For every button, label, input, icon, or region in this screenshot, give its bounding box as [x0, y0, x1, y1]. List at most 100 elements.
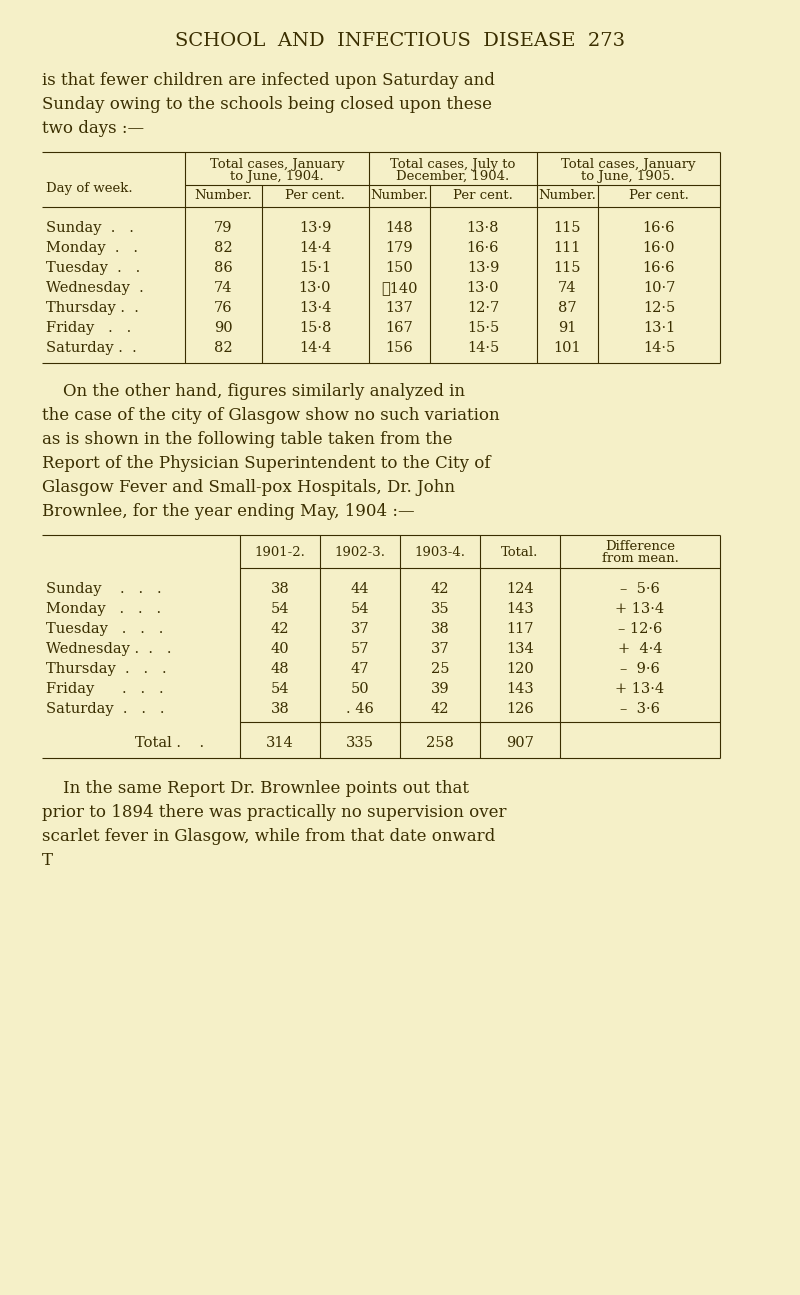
Text: Difference: Difference: [605, 540, 675, 553]
Text: 258: 258: [426, 736, 454, 750]
Text: 74: 74: [558, 281, 576, 295]
Text: 15·1: 15·1: [299, 262, 331, 275]
Text: SCHOOL  AND  INFECTIOUS  DISEASE  273: SCHOOL AND INFECTIOUS DISEASE 273: [175, 32, 625, 51]
Text: Thursday .  .: Thursday . .: [46, 300, 139, 315]
Text: Tuesday   .   .   .: Tuesday . . .: [46, 622, 163, 636]
Text: to June, 1905.: to June, 1905.: [581, 170, 675, 183]
Text: 137: 137: [385, 300, 413, 315]
Text: 16·6: 16·6: [642, 221, 675, 234]
Text: 14·5: 14·5: [467, 341, 499, 355]
Text: to June, 1904.: to June, 1904.: [230, 170, 324, 183]
Text: Number.: Number.: [370, 189, 428, 202]
Text: 14·5: 14·5: [643, 341, 675, 355]
Text: Total cases, July to: Total cases, July to: [390, 158, 516, 171]
Text: 10·7: 10·7: [643, 281, 675, 295]
Text: 57: 57: [350, 642, 370, 657]
Text: 42: 42: [430, 702, 450, 716]
Text: 13·4: 13·4: [299, 300, 331, 315]
Text: Total.: Total.: [502, 546, 538, 559]
Text: Report of the Physician Superintendent to the City of: Report of the Physician Superintendent t…: [42, 455, 490, 471]
Text: 13·9: 13·9: [299, 221, 331, 234]
Text: Glasgow Fever and Small-pox Hospitals, Dr. John: Glasgow Fever and Small-pox Hospitals, D…: [42, 479, 455, 496]
Text: –  5·6: – 5·6: [620, 581, 660, 596]
Text: 126: 126: [506, 702, 534, 716]
Text: ᅀ140: ᅀ140: [381, 281, 418, 295]
Text: 12·7: 12·7: [467, 300, 499, 315]
Text: 37: 37: [350, 622, 370, 636]
Text: 74: 74: [214, 281, 232, 295]
Text: Wednesday  .: Wednesday .: [46, 281, 144, 295]
Text: Number.: Number.: [538, 189, 596, 202]
Text: 13·1: 13·1: [643, 321, 675, 335]
Text: is that fewer children are infected upon Saturday and: is that fewer children are infected upon…: [42, 73, 495, 89]
Text: 13·9: 13·9: [467, 262, 499, 275]
Text: 124: 124: [506, 581, 534, 596]
Text: 82: 82: [214, 241, 232, 255]
Text: 314: 314: [266, 736, 294, 750]
Text: Per cent.: Per cent.: [453, 189, 513, 202]
Text: 13·0: 13·0: [298, 281, 331, 295]
Text: Total .    .: Total . .: [135, 736, 205, 750]
Text: Sunday  .   .: Sunday . .: [46, 221, 134, 234]
Text: 1903-4.: 1903-4.: [414, 546, 466, 559]
Text: prior to 1894 there was practically no supervision over: prior to 1894 there was practically no s…: [42, 804, 506, 821]
Text: 54: 54: [270, 682, 290, 695]
Text: 79: 79: [214, 221, 232, 234]
Text: + 13·4: + 13·4: [615, 682, 665, 695]
Text: Sunday    .   .   .: Sunday . . .: [46, 581, 162, 596]
Text: Friday      .   .   .: Friday . . .: [46, 682, 164, 695]
Text: Sunday owing to the schools being closed upon these: Sunday owing to the schools being closed…: [42, 96, 492, 113]
Text: On the other hand, figures similarly analyzed in: On the other hand, figures similarly ana…: [42, 383, 465, 400]
Text: 82: 82: [214, 341, 232, 355]
Text: 143: 143: [506, 602, 534, 616]
Text: Tuesday  .   .: Tuesday . .: [46, 262, 140, 275]
Text: Thursday  .   .   .: Thursday . . .: [46, 662, 166, 676]
Text: 13·0: 13·0: [466, 281, 499, 295]
Text: 42: 42: [270, 622, 290, 636]
Text: 12·5: 12·5: [643, 300, 675, 315]
Text: Day of week.: Day of week.: [46, 183, 133, 196]
Text: 120: 120: [506, 662, 534, 676]
Text: scarlet fever in Glasgow, while from that date onward: scarlet fever in Glasgow, while from tha…: [42, 828, 495, 846]
Text: 143: 143: [506, 682, 534, 695]
Text: Monday  .   .: Monday . .: [46, 241, 138, 255]
Text: 15·5: 15·5: [467, 321, 499, 335]
Text: Wednesday .  .   .: Wednesday . . .: [46, 642, 171, 657]
Text: 134: 134: [506, 642, 534, 657]
Text: – 12·6: – 12·6: [618, 622, 662, 636]
Text: 87: 87: [558, 300, 576, 315]
Text: 115: 115: [554, 221, 581, 234]
Text: 1902-3.: 1902-3.: [334, 546, 386, 559]
Text: 13·8: 13·8: [466, 221, 499, 234]
Text: Per cent.: Per cent.: [629, 189, 689, 202]
Text: 38: 38: [430, 622, 450, 636]
Text: 54: 54: [270, 602, 290, 616]
Text: 111: 111: [554, 241, 581, 255]
Text: 16·6: 16·6: [466, 241, 499, 255]
Text: 91: 91: [558, 321, 576, 335]
Text: 40: 40: [270, 642, 290, 657]
Text: Saturday  .   .   .: Saturday . . .: [46, 702, 165, 716]
Text: 37: 37: [430, 642, 450, 657]
Text: 50: 50: [350, 682, 370, 695]
Text: from mean.: from mean.: [602, 552, 678, 565]
Text: Total cases, January: Total cases, January: [561, 158, 695, 171]
Text: 54: 54: [350, 602, 370, 616]
Text: as is shown in the following table taken from the: as is shown in the following table taken…: [42, 431, 453, 448]
Text: 117: 117: [506, 622, 534, 636]
Text: –  9·6: – 9·6: [620, 662, 660, 676]
Text: 90: 90: [214, 321, 232, 335]
Text: Saturday .  .: Saturday . .: [46, 341, 137, 355]
Text: 42: 42: [430, 581, 450, 596]
Text: +  4·4: + 4·4: [618, 642, 662, 657]
Text: 16·6: 16·6: [642, 262, 675, 275]
Text: 16·0: 16·0: [642, 241, 675, 255]
Text: 907: 907: [506, 736, 534, 750]
Text: 38: 38: [270, 581, 290, 596]
Text: 101: 101: [553, 341, 581, 355]
Text: 15·8: 15·8: [299, 321, 331, 335]
Text: Total cases, January: Total cases, January: [210, 158, 344, 171]
Text: –  3·6: – 3·6: [620, 702, 660, 716]
Text: Number.: Number.: [194, 189, 252, 202]
Text: Monday   .   .   .: Monday . . .: [46, 602, 161, 616]
